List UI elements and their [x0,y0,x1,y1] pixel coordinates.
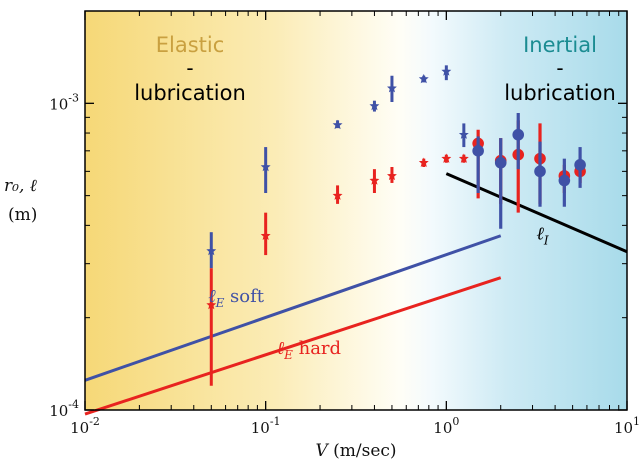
inertial-title: Inertial [523,33,597,57]
series-0-point-2-marker [332,119,343,130]
elastic-title: Elastic [156,33,225,57]
lE-soft-label-symbol: ℓ [208,286,216,307]
series-3-point-3-marker [534,165,546,178]
series-3-point-1-marker [494,156,507,169]
series-1-point-1-marker [260,230,271,240]
y-axis-label: r₀, ℓ [4,176,37,196]
lE-soft-label-text: soft [224,286,264,307]
series-1-point-0-marker [206,299,217,310]
lI-label-symbol: ℓ [536,223,544,244]
series-0-point-0-marker [206,245,217,256]
elastic-dash: - [186,56,193,80]
lI-label: ℓI [536,223,549,247]
x-tick-label-base-3: 10 [614,419,633,437]
y-tick-label-base-0: 10 [49,402,68,420]
x-tick-label-base-0: 10 [70,419,89,437]
series-1-point-5-marker [418,157,429,167]
series-0-point-7-marker [458,129,469,139]
lE-soft-label-subscript: E [215,296,225,310]
series-0-point-4-marker [387,83,397,93]
x-tick-label-0: 10-2 [70,415,100,437]
series-1-point-3-marker [369,175,380,185]
lE-hard-label-subscript: E [283,348,293,362]
x-tick-label-base-1: 10 [251,419,270,437]
x-axis-unit: (m/sec) [328,441,397,461]
x-axis-label: V (m/sec) [315,441,396,461]
marks-layer [206,65,586,386]
series-1-point-4-marker [387,170,397,181]
y-axis-unit: (m) [8,205,37,225]
elastic-subtitle: lubrication [134,81,246,105]
y-tick-label-exp-1: -3 [68,91,79,104]
series-0-point-6-marker [441,66,452,76]
series-0-point-3-marker [369,100,380,111]
series-1-point-6-marker [441,153,452,163]
lE-soft-line [84,234,502,382]
series-1-point-2-marker [332,190,343,200]
x-tick-label-2: 100 [433,415,459,437]
series-1-point-7-marker [458,153,469,163]
series-0-point-1-marker [260,161,271,172]
series-3-point-4-marker [558,174,571,187]
plot-background [85,11,627,410]
lI-line [445,172,628,254]
inertial-dash: - [556,56,563,80]
inertial-subtitle: lubrication [504,81,616,105]
y-tick-label-0: 10-4 [49,398,79,420]
x-tick-label-3: 101 [614,415,640,437]
x-tick-label-exp-1: -1 [270,415,281,428]
series-0-point-5-marker [418,73,429,84]
x-tick-label-exp-2: 0 [452,415,459,428]
y-tick-label-base-1: 10 [49,95,68,113]
x-tick-label-exp-3: 1 [633,415,640,428]
x-tick-label-1: 10-1 [251,415,281,437]
x-tick-label-exp-0: -2 [89,415,100,428]
lE-soft-label: ℓE soft [208,286,265,310]
series-3-point-5-marker [574,159,586,171]
lI-label-subscript: I [543,233,549,247]
series-3-point-2-marker [512,128,525,141]
x-tick-label-base-2: 10 [433,419,452,437]
lE-hard-line [84,276,502,416]
lines-layer [84,172,628,416]
y-tick-label-exp-0: -4 [68,398,79,411]
series-3-point-0-marker [472,145,484,157]
lE-hard-label: ℓE hard [277,338,341,362]
lE-hard-label-symbol: ℓ [277,338,285,359]
x-axis-variable: V [315,441,329,461]
lE-hard-label-text: hard [293,338,341,359]
plot-frame [84,10,628,411]
y-tick-label-1: 10-3 [49,91,79,113]
